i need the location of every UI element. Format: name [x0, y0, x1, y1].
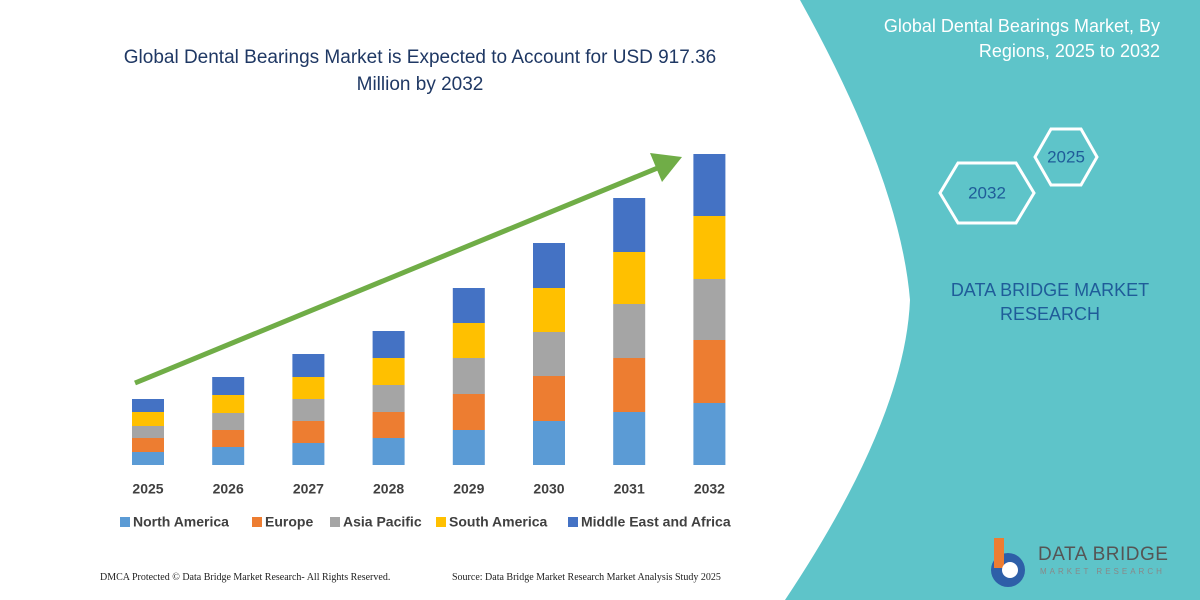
hex-label: 2032	[968, 183, 1006, 202]
bar-segment	[693, 154, 726, 216]
panel-title: Global Dental Bearings Market, By Region…	[883, 16, 1160, 61]
legend-label: North America	[133, 514, 229, 530]
hexagon	[938, 161, 1036, 225]
bar-segment	[372, 358, 405, 385]
x-tick-label: 2027	[293, 481, 324, 497]
bar-segment	[372, 331, 405, 358]
legend-swatch	[568, 517, 578, 527]
hexagon	[1033, 127, 1099, 187]
x-tick-label: 2028	[373, 481, 404, 497]
legend-label: Middle East and Africa	[581, 514, 731, 530]
bar-segment	[212, 377, 245, 395]
bar-segment	[372, 385, 405, 412]
bar-segment	[292, 443, 325, 465]
chart: 2025 2026 2027 2028 2029 2030 2031 2032 North Am…	[120, 154, 731, 530]
bar-segment	[533, 376, 565, 421]
legend-swatch	[120, 517, 130, 527]
bar-segment	[613, 412, 646, 465]
arrow-head	[650, 153, 682, 182]
x-tick-label: 2032	[694, 481, 725, 497]
bar-segment	[372, 412, 405, 438]
bar-segment	[533, 288, 565, 332]
hex-label: 2025	[1047, 147, 1085, 166]
bar-segment	[533, 332, 565, 376]
bar-segment	[452, 394, 485, 430]
bar-segment	[533, 421, 565, 465]
bar-segment	[372, 438, 405, 465]
bar-segment	[292, 377, 325, 399]
logo-icon	[994, 538, 1004, 568]
brand: DATA BRIDGE MARKET RESEARCH	[950, 280, 1150, 324]
bar-segment	[292, 399, 325, 421]
bar-segment	[212, 395, 245, 413]
trend-arrow	[134, 164, 661, 386]
bar-segment	[212, 447, 245, 465]
bar-segment	[693, 340, 726, 403]
bar-segment	[613, 358, 646, 412]
bar-segment	[452, 288, 485, 323]
bar-segment	[292, 354, 325, 377]
legend-label: Asia Pacific	[343, 514, 422, 530]
bar-segment	[212, 430, 245, 447]
side-panel	[785, 0, 1200, 600]
logo-icon	[1002, 562, 1018, 578]
legend-swatch	[252, 517, 262, 527]
bar-segment	[292, 421, 325, 443]
logo-tagline: MARKET RESEARCH	[1040, 567, 1165, 576]
bar-segment	[132, 452, 164, 465]
bar-segment	[132, 412, 164, 426]
bar-segment	[693, 279, 726, 340]
x-tick-label: 2026	[213, 481, 244, 497]
x-tick-label: 2025	[132, 481, 163, 497]
bar-segment	[132, 438, 164, 452]
legend-swatch	[330, 517, 340, 527]
x-tick-label: 2029	[453, 481, 484, 497]
bar-segment	[693, 216, 726, 279]
chart-title: Global Dental Bearings Market is Expecte…	[123, 47, 717, 95]
bar-segment	[452, 358, 485, 394]
legend-swatch	[436, 517, 446, 527]
bar-segment	[132, 426, 164, 438]
bar-segment	[613, 304, 646, 358]
bar-segment	[613, 252, 646, 304]
footer-note: DMCA Protected © Data Bridge Market Rese…	[100, 572, 391, 583]
bar-segment	[452, 430, 485, 465]
bar-segment	[132, 399, 164, 412]
bar-segment	[693, 403, 726, 465]
bar-segment	[533, 243, 565, 288]
logo-name: DATA BRIDGE	[1038, 544, 1169, 565]
bar-segment	[212, 413, 245, 430]
legend-label: Europe	[265, 514, 313, 530]
bar-segment	[613, 198, 646, 252]
bar-segment	[452, 323, 485, 358]
x-tick-label: 2031	[614, 481, 645, 497]
footer-source: Source: Data Bridge Market Research Mark…	[452, 572, 721, 583]
legend-label: South America	[449, 514, 547, 530]
x-tick-label: 2030	[533, 481, 564, 497]
